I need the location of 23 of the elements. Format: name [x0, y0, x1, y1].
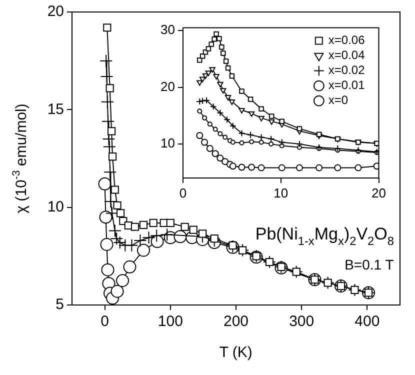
legend-label: x=0.06: [328, 33, 366, 48]
y-tick-label: 10: [160, 136, 175, 151]
x-tick-label: 400: [354, 313, 380, 330]
y-tick-label: 20: [160, 78, 175, 94]
y-axis-title: χ (10-3 emu/mol): [10, 104, 30, 214]
y-tick-label: 10: [47, 198, 64, 216]
x-tick-label: 200: [223, 313, 249, 330]
legend-label: x=0.02: [328, 63, 366, 78]
y-tick-label: 15: [47, 100, 64, 118]
y-tick-label: 20: [47, 3, 64, 20]
legend-label: x=0.04: [328, 48, 366, 62]
x-axis-title: T (K): [219, 344, 252, 362]
x-tick-label: 300: [289, 313, 314, 330]
y-tick-label: 30: [160, 22, 175, 38]
annotation: B=0.1 T: [344, 256, 394, 272]
x-tick-label: 0: [100, 313, 109, 330]
x-tick-label: 100: [158, 313, 183, 330]
legend-label: x=0.01: [328, 78, 366, 92]
legend-label: x=0: [328, 93, 348, 108]
y-tick-label: 5: [56, 296, 64, 314]
x-tick-label: 20: [372, 185, 386, 200]
x-tick-label: 10: [274, 185, 288, 200]
x-tick-label: 0: [179, 185, 187, 200]
